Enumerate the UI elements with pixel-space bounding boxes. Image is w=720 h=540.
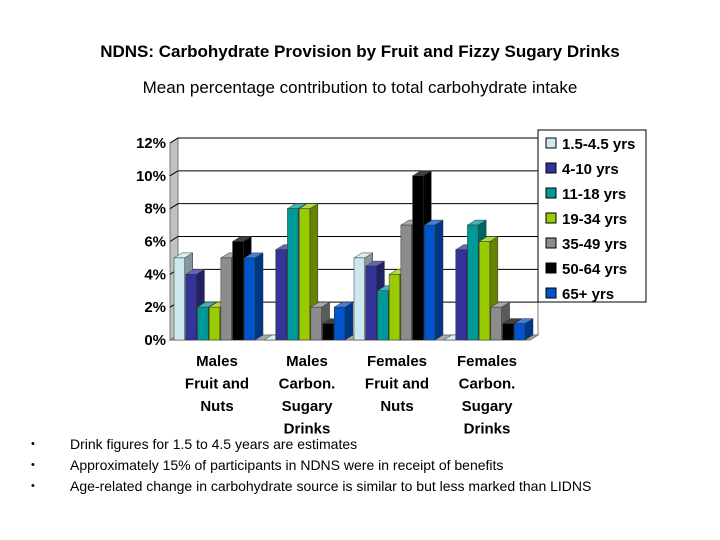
bar	[244, 257, 256, 341]
y-tick-label: 6%	[144, 234, 166, 251]
bar	[322, 323, 334, 341]
bar	[455, 249, 467, 341]
bar	[388, 274, 401, 341]
slide-title: NDNS: Carbohydrate Provision by Fruit an…	[100, 42, 620, 61]
bar	[478, 241, 491, 341]
x-tick-label: Males Fruit and Nuts	[185, 353, 249, 415]
bar	[173, 257, 185, 341]
bar	[400, 224, 412, 341]
legend-label: 50-64 yrs	[562, 261, 627, 278]
x-tick-label-line: Males	[286, 353, 328, 370]
bar	[424, 224, 436, 341]
x-tick-label-line: Fruit and	[365, 376, 429, 393]
x-tick-label-line: Sugary	[462, 398, 514, 415]
y-tick-label: 12%	[136, 135, 166, 152]
x-tick-label-line: Carbon.	[279, 376, 336, 393]
note-text: Approximately 15% of participants in NDN…	[70, 457, 504, 473]
x-tick-label-line: Females	[457, 353, 517, 370]
legend-label: 1.5-4.5 yrs	[562, 136, 635, 153]
bar	[353, 257, 365, 341]
bar	[467, 224, 479, 341]
x-tick-label: Females Carbon. Sugary Drinks	[457, 353, 517, 438]
bar	[334, 306, 346, 341]
y-tick-label: 10%	[136, 168, 166, 185]
bullet-icon: •	[31, 480, 35, 492]
legend-label: 4-10 yrs	[562, 161, 619, 178]
x-tick-label-line: Females	[367, 353, 427, 370]
gridline	[169, 137, 538, 144]
bar	[412, 175, 424, 341]
bar	[275, 249, 287, 341]
bar	[310, 306, 322, 341]
y-tick-label: 2%	[144, 299, 166, 316]
note-item: • Drink figures for 1.5 to 4.5 years are …	[28, 434, 708, 455]
legend-label: 11-18 yrs	[562, 186, 626, 203]
x-tick-label-line: Sugary	[282, 398, 334, 415]
legend-label: 19-34 yrs	[562, 211, 627, 228]
bar-side	[254, 252, 264, 341]
bar	[490, 306, 502, 341]
note-text: Age-related change in carbohydrate sourc…	[70, 478, 592, 494]
note-item: • Approximately 15% of participants in ND…	[28, 455, 708, 476]
legend-label: 35-49 yrs	[562, 236, 627, 253]
bullet-icon: •	[31, 438, 35, 450]
y-tick-label: 0%	[144, 332, 166, 349]
x-tick-label-line: Drinks	[464, 421, 511, 438]
slide-subtitle: Mean percentage contribution to total ca…	[142, 78, 578, 97]
bar	[502, 323, 514, 341]
x-tick-label-line: Drinks	[284, 421, 331, 438]
legend-swatch	[545, 187, 557, 199]
bar	[514, 323, 526, 341]
bar	[197, 306, 209, 341]
bar	[232, 241, 244, 341]
legend-swatch	[545, 162, 557, 174]
x-tick-label-line: Males	[196, 353, 238, 370]
x-tick-label-line: Nuts	[200, 398, 233, 415]
x-tick-label-line: Nuts	[380, 398, 413, 415]
legend-swatch	[545, 237, 557, 249]
bar-side	[434, 219, 444, 341]
legend-swatch	[545, 212, 557, 224]
y-tick-label: 8%	[144, 201, 166, 218]
bar	[287, 208, 299, 341]
legend-swatch	[545, 137, 557, 149]
x-tick-label-line: Fruit and	[185, 376, 249, 393]
bar-side	[344, 301, 354, 341]
gridline	[169, 170, 538, 177]
bar	[377, 290, 389, 341]
legend-swatch	[545, 262, 557, 274]
bar	[185, 274, 197, 341]
bar	[298, 208, 311, 341]
x-tick-label-line: Carbon.	[459, 376, 516, 393]
note-item: • Age-related change in carbohydrate sour…	[28, 476, 708, 497]
notes-list: • Drink figures for 1.5 to 4.5 years are …	[28, 434, 708, 497]
x-tick-label: Males Carbon. Sugary Drinks	[279, 353, 336, 438]
legend-swatch	[545, 287, 557, 299]
bar	[208, 306, 221, 341]
y-tick-label: 4%	[144, 266, 166, 283]
legend-label: 65+ yrs	[562, 286, 614, 303]
note-text: Drink figures for 1.5 to 4.5 years are e…	[70, 436, 358, 452]
bullet-icon: •	[31, 459, 35, 471]
bar	[220, 257, 232, 341]
bar	[365, 265, 377, 341]
x-tick-label: Females Fruit and Nuts	[365, 353, 429, 415]
